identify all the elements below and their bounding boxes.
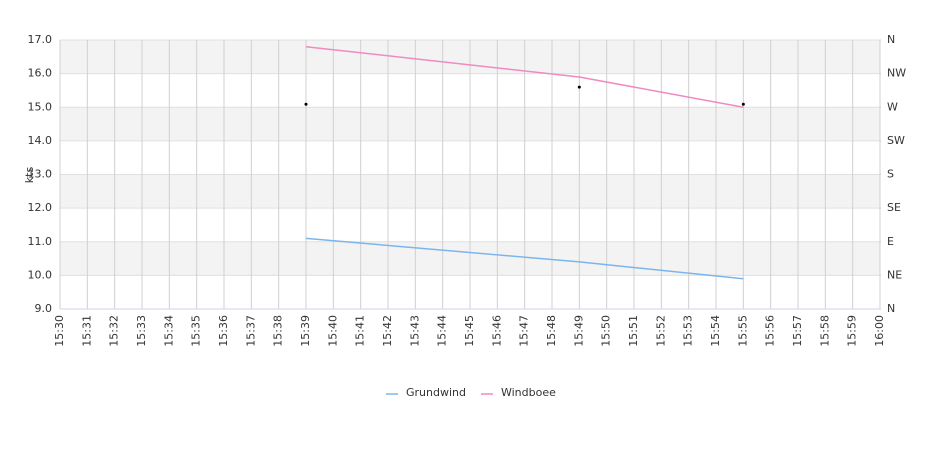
y2-tick-label: NW — [887, 67, 906, 80]
x-tick-label: 15:38 — [272, 315, 285, 347]
direction-point — [577, 85, 581, 89]
x-tick-label: 15:50 — [600, 315, 613, 347]
y-tick-label: 15.0 — [28, 100, 53, 113]
x-tick-label: 15:34 — [162, 315, 175, 347]
x-tick-label: 15:46 — [490, 315, 503, 347]
x-tick-label: 15:55 — [736, 315, 749, 347]
x-tick-label: 15:37 — [244, 315, 257, 347]
x-tick-label: 15:45 — [463, 315, 476, 347]
x-tick-label: 15:57 — [791, 315, 804, 347]
x-tick-label: 15:44 — [436, 315, 449, 347]
y2-tick-label: N — [887, 302, 895, 315]
y2-tick-label: NE — [887, 268, 902, 281]
y-axis-label: kts — [23, 167, 36, 184]
legend-item[interactable]: Grundwind — [386, 386, 466, 399]
x-tick-label: 15:56 — [764, 315, 777, 347]
y2-tick-label: S — [887, 168, 894, 181]
y2-tick-label: E — [887, 235, 894, 248]
x-tick-label: 15:31 — [80, 315, 93, 347]
x-tick-label: 15:42 — [381, 315, 394, 347]
x-tick-label: 15:58 — [818, 315, 831, 347]
x-tick-label: 15:30 — [53, 315, 66, 347]
x-tick-label: 15:32 — [108, 315, 121, 347]
x-tick-label: 15:36 — [217, 315, 230, 347]
y-tick-label: 9.0 — [35, 302, 53, 315]
y2-tick-label: N — [887, 33, 895, 46]
y2-tick-label: SW — [887, 134, 905, 147]
x-tick-label: 15:43 — [408, 315, 421, 347]
direction-point — [304, 102, 308, 106]
x-tick-label: 16:00 — [873, 315, 886, 347]
y-tick-label: 10.0 — [28, 268, 53, 281]
x-tick-label: 15:49 — [572, 315, 585, 347]
series-line — [305, 45, 744, 108]
x-tick-label: 15:59 — [846, 315, 859, 347]
x-tick-label: 15:54 — [709, 315, 722, 347]
x-tick-label: 15:48 — [545, 315, 558, 347]
x-tick-label: 15:33 — [135, 315, 148, 347]
x-tick-label: 15:40 — [326, 315, 339, 347]
legend-item[interactable]: Windboee — [480, 386, 556, 399]
x-tick-label: 15:39 — [299, 315, 312, 347]
x-tick-label: 15:41 — [354, 315, 367, 347]
y-tick-label: 13.0 — [28, 168, 53, 181]
y2-tick-label: W — [887, 100, 898, 113]
x-tick-label: 15:53 — [682, 315, 695, 347]
y2-tick-label: SE — [887, 201, 901, 214]
y-tick-label: 17.0 — [28, 33, 53, 46]
y-tick-label: 11.0 — [28, 235, 53, 248]
legend-label: Grundwind — [406, 386, 466, 399]
x-tick-label: 15:35 — [190, 315, 203, 347]
x-tick-label: 15:51 — [627, 315, 640, 347]
x-tick-label: 15:52 — [654, 315, 667, 347]
x-tick-label: 15:47 — [518, 315, 531, 347]
y-tick-label: 12.0 — [28, 201, 53, 214]
series-line — [305, 237, 744, 280]
legend-label: Windboee — [501, 386, 556, 399]
y-tick-label: 14.0 — [28, 134, 53, 147]
y-tick-label: 16.0 — [28, 67, 53, 80]
direction-point — [741, 102, 745, 106]
